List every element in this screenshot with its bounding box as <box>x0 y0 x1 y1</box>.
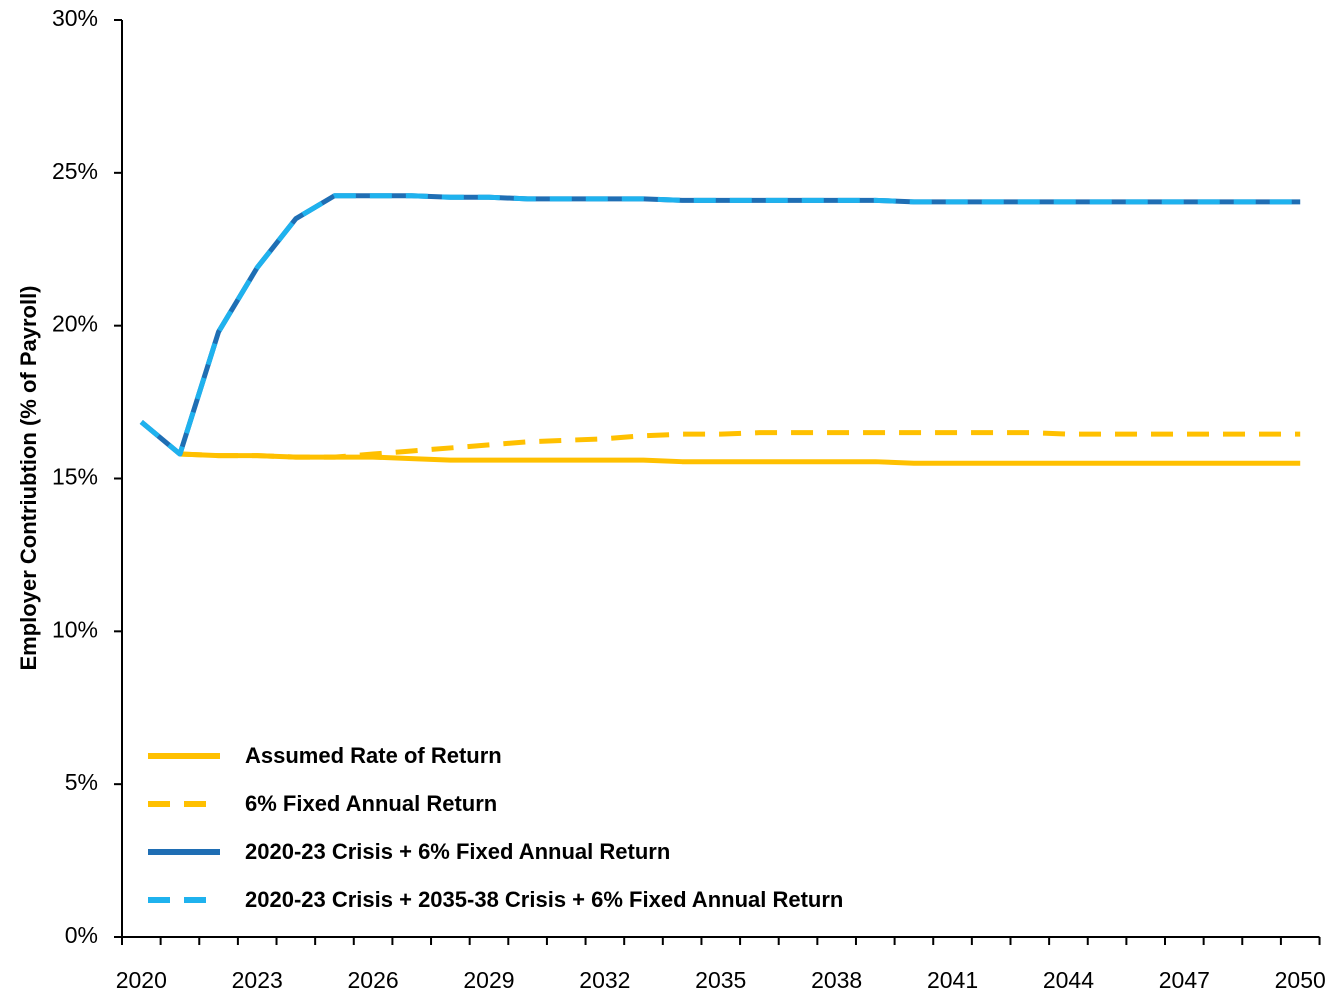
x-tick-label: 2020 <box>116 967 167 993</box>
x-tick-label: 2026 <box>348 967 399 993</box>
y-tick-label: 20% <box>52 311 98 337</box>
x-tick-label: 2032 <box>579 967 630 993</box>
x-tick-label: 2050 <box>1275 967 1326 993</box>
legend-label: Assumed Rate of Return <box>245 743 502 768</box>
x-tick-label: 2023 <box>232 967 283 993</box>
x-tick-label: 2044 <box>1043 967 1094 993</box>
line-series <box>139 193 1301 457</box>
y-tick-label: 15% <box>52 464 98 490</box>
line-series <box>179 430 1301 460</box>
x-tick-label: 2029 <box>463 967 514 993</box>
x-tick-label: 2047 <box>1159 967 1210 993</box>
x-tick-label: 2041 <box>927 967 978 993</box>
x-tick-label: 2038 <box>811 967 862 993</box>
x-tick-label: 2035 <box>695 967 746 993</box>
y-tick-label: 5% <box>65 769 98 795</box>
legend-label: 6% Fixed Annual Return <box>245 791 497 816</box>
y-tick-label: 30% <box>52 5 98 31</box>
legend-label: 2020-23 Crisis + 2035-38 Crisis + 6% Fix… <box>245 887 843 912</box>
y-tick-label: 0% <box>65 922 98 948</box>
y-tick-label: 25% <box>52 158 98 184</box>
y-tick-label: 10% <box>52 616 98 642</box>
line-series <box>179 451 1301 466</box>
y-axis-label: Employer Contriubtion (% of Payroll) <box>16 285 41 670</box>
line-series <box>139 193 1301 457</box>
legend-label: 2020-23 Crisis + 6% Fixed Annual Return <box>245 839 670 864</box>
